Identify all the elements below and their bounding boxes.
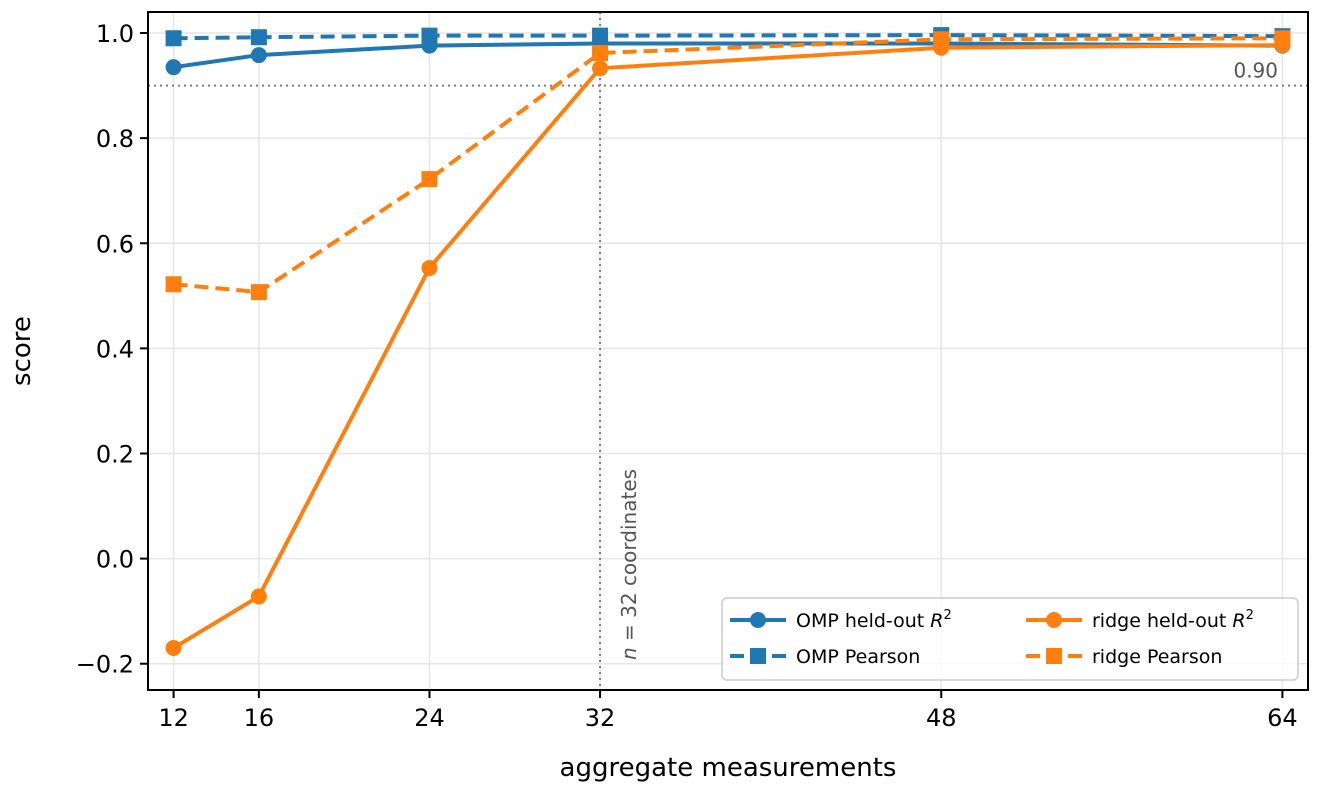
series-omp-held-out-r-: [165, 35, 1291, 76]
y-tick-label: 0.2: [96, 440, 134, 468]
y-tick-label: 0.8: [96, 125, 134, 153]
legend-box: [721, 597, 1299, 681]
series-line: [173, 33, 1283, 41]
x-tick-label: 64: [1267, 704, 1298, 732]
series-ridge-pearson: [165, 30, 1291, 301]
data-point: [592, 44, 609, 61]
data-point: [421, 259, 438, 276]
x-tick-label: 48: [926, 704, 957, 732]
data-point: [1274, 30, 1291, 47]
series-ridge-held-out-r-: [165, 37, 1291, 656]
data-point: [165, 639, 182, 656]
data-point: [165, 30, 182, 47]
y-tick-label: 0.0: [96, 546, 134, 574]
reference-lines: [148, 12, 1308, 690]
y-tick-label: 0.4: [96, 335, 134, 363]
x-tick-label: 24: [414, 704, 445, 732]
data-point: [933, 31, 950, 48]
data-point: [250, 47, 267, 64]
legend-swatch-marker: [1046, 612, 1062, 628]
y-axis-label: score: [7, 316, 37, 386]
series-group: [165, 27, 1291, 656]
vline-annotation: n = 32 coordinates: [617, 469, 641, 660]
data-point: [250, 29, 267, 46]
legend-swatch-marker: [750, 612, 766, 628]
data-point: [165, 59, 182, 76]
data-point: [250, 588, 267, 605]
legend-label: OMP Pearson: [796, 646, 920, 668]
plot-frame: [147, 11, 1309, 691]
legend: OMP held-out R2 OMP Pearson ridge held-out…: [721, 597, 1299, 681]
ticks: 12 16 24 32 48 64 −0.2 0.0 0.2 0.4 0.6 0.8 1.0: [76, 20, 1298, 732]
x-tick-label: 12: [158, 704, 189, 732]
legend-swatch-marker: [1046, 648, 1062, 664]
grid: [148, 12, 1308, 690]
legend-label: ridge held-out R2: [1092, 608, 1254, 632]
data-point: [421, 171, 438, 188]
y-tick-label: −0.2: [76, 651, 134, 679]
legend-swatch-marker: [750, 648, 766, 664]
y-tick-label: 1.0: [96, 20, 134, 48]
legend-label: OMP held-out R2: [796, 608, 952, 632]
y-tick-label: 0.6: [96, 230, 134, 258]
series-line: [172, 43, 1283, 650]
x-tick-label: 32: [585, 704, 616, 732]
x-axis-label: aggregate measurements: [560, 753, 897, 783]
data-point: [592, 27, 609, 44]
series-line: [173, 36, 1283, 295]
data-point: [165, 276, 182, 293]
series-line: [173, 41, 1283, 70]
legend-label: ridge Pearson: [1092, 646, 1222, 668]
data-point: [250, 284, 267, 301]
threshold-label: 0.90: [1233, 59, 1278, 83]
data-point: [421, 27, 438, 44]
x-tick-label: 16: [244, 704, 275, 732]
data-point: [592, 60, 609, 77]
